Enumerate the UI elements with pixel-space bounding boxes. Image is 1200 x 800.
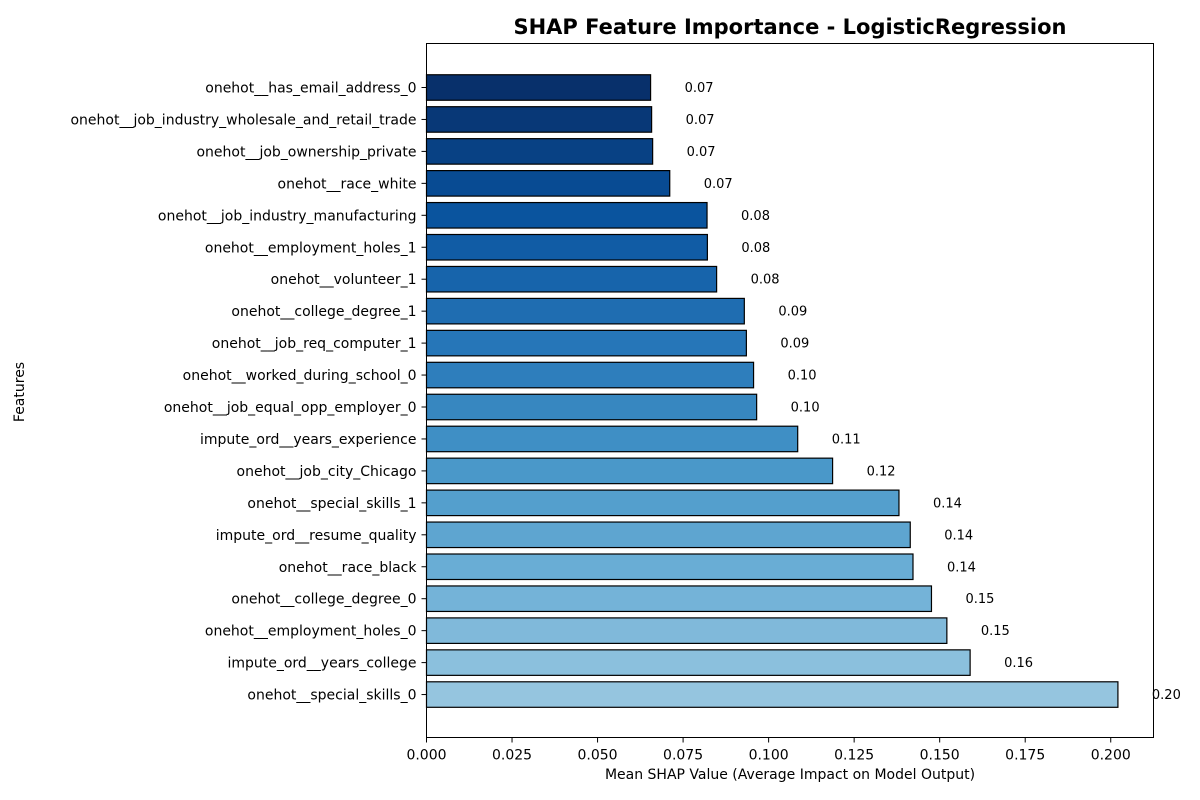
bar — [425, 585, 933, 613]
bar-value-label: 0.20 — [1152, 688, 1181, 703]
bar-value-label: 0.14 — [944, 528, 973, 543]
bar-value-label: 0.07 — [685, 81, 714, 96]
data-labels: 0.07 0.07 0.07 0.07 0.08 0.08 0.08 0.09 0.09 0.10… — [685, 81, 1181, 703]
bar-value-label: 0.16 — [1004, 656, 1033, 671]
bars-group — [425, 74, 1119, 708]
y-axis-label: Features — [12, 362, 28, 422]
x-tick-label: 0.175 — [1005, 748, 1045, 764]
y-tick-label: impute_ord__years_college — [227, 656, 416, 672]
y-tick-label: onehot__race_white — [278, 176, 417, 192]
y-tick-label: onehot__worked_during_school_0 — [183, 368, 417, 384]
bar-value-label: 0.07 — [686, 113, 715, 128]
bar-value-label: 0.14 — [947, 560, 976, 575]
bar — [425, 553, 914, 581]
y-tick-label: onehot__job_industry_wholesale_and_retai… — [70, 112, 416, 128]
bar — [425, 74, 652, 101]
bar — [425, 106, 653, 133]
bar — [425, 233, 708, 261]
x-tick-label: 0.150 — [920, 748, 960, 764]
bar — [425, 521, 911, 549]
bar-value-label: 0.10 — [788, 369, 817, 384]
x-tick-label: 0.075 — [663, 748, 703, 764]
bar — [425, 425, 799, 453]
bar — [425, 457, 834, 485]
y-tick-label: onehot__volunteer_1 — [271, 272, 417, 288]
bar — [425, 329, 747, 357]
bar-value-label: 0.09 — [778, 305, 807, 320]
y-tick-label: onehot__college_degree_0 — [231, 592, 416, 608]
y-tick-label: impute_ord__resume_quality — [216, 528, 417, 544]
plot-frame — [426, 43, 1154, 738]
x-ticks: 0.000 0.025 0.050 0.075 0.100 0.125 0.150 0.175… — [406, 737, 1131, 764]
x-tick-label: 0.200 — [1091, 748, 1131, 764]
y-tick-label: onehot__job_req_computer_1 — [212, 336, 417, 352]
y-tick-label: onehot__job_city_Chicago — [237, 464, 417, 480]
y-tick-label: onehot__job_ownership_private — [196, 144, 416, 160]
bar — [425, 201, 708, 229]
y-tick-label: onehot__job_equal_opp_employer_0 — [164, 400, 417, 416]
bar — [425, 361, 755, 389]
x-tick-label: 0.000 — [406, 748, 446, 764]
bar-value-label: 0.15 — [981, 624, 1010, 639]
y-tick-label: onehot__employment_holes_0 — [205, 624, 417, 640]
bar — [425, 617, 948, 645]
bar-value-label: 0.14 — [933, 496, 962, 511]
y-tick-label: onehot__job_industry_manufacturing — [158, 208, 417, 224]
y-tick-label: onehot__special_skills_0 — [247, 688, 416, 704]
bar — [425, 297, 745, 325]
y-tick-label: onehot__employment_holes_1 — [205, 240, 417, 256]
bar-value-label: 0.08 — [741, 241, 770, 256]
bar-value-label: 0.08 — [741, 209, 770, 224]
bar — [425, 489, 900, 517]
bar-value-label: 0.09 — [780, 337, 809, 352]
y-tick-label: onehot__has_email_address_0 — [205, 81, 416, 97]
chart-title: SHAP Feature Importance - LogisticRegres… — [513, 15, 1066, 39]
y-tick-label: onehot__special_skills_1 — [247, 496, 416, 512]
y-tick-label: impute_ord__years_experience — [200, 432, 416, 448]
bar-value-label: 0.15 — [965, 592, 994, 607]
x-tick-label: 0.050 — [578, 748, 618, 764]
bar-value-label: 0.08 — [751, 273, 780, 288]
bar-value-label: 0.07 — [704, 177, 733, 192]
x-axis-label: Mean SHAP Value (Average Impact on Model… — [605, 767, 975, 783]
bar — [425, 265, 718, 293]
bar-value-label: 0.07 — [687, 145, 716, 160]
y-tick-labels: onehot__has_email_address_0 onehot__job_i… — [70, 81, 427, 704]
bar-value-label: 0.12 — [867, 464, 896, 479]
bar — [425, 681, 1119, 708]
bar-value-label: 0.10 — [791, 401, 820, 416]
bar-value-label: 0.11 — [832, 432, 861, 447]
bar — [425, 138, 654, 165]
bar — [425, 649, 971, 676]
x-tick-label: 0.125 — [834, 748, 874, 764]
y-tick-label: onehot__race_black — [279, 560, 418, 576]
bar — [425, 393, 758, 421]
bar — [425, 170, 671, 197]
x-tick-label: 0.100 — [749, 748, 789, 764]
x-tick-label: 0.025 — [492, 748, 532, 764]
y-tick-label: onehot__college_degree_1 — [231, 304, 416, 320]
